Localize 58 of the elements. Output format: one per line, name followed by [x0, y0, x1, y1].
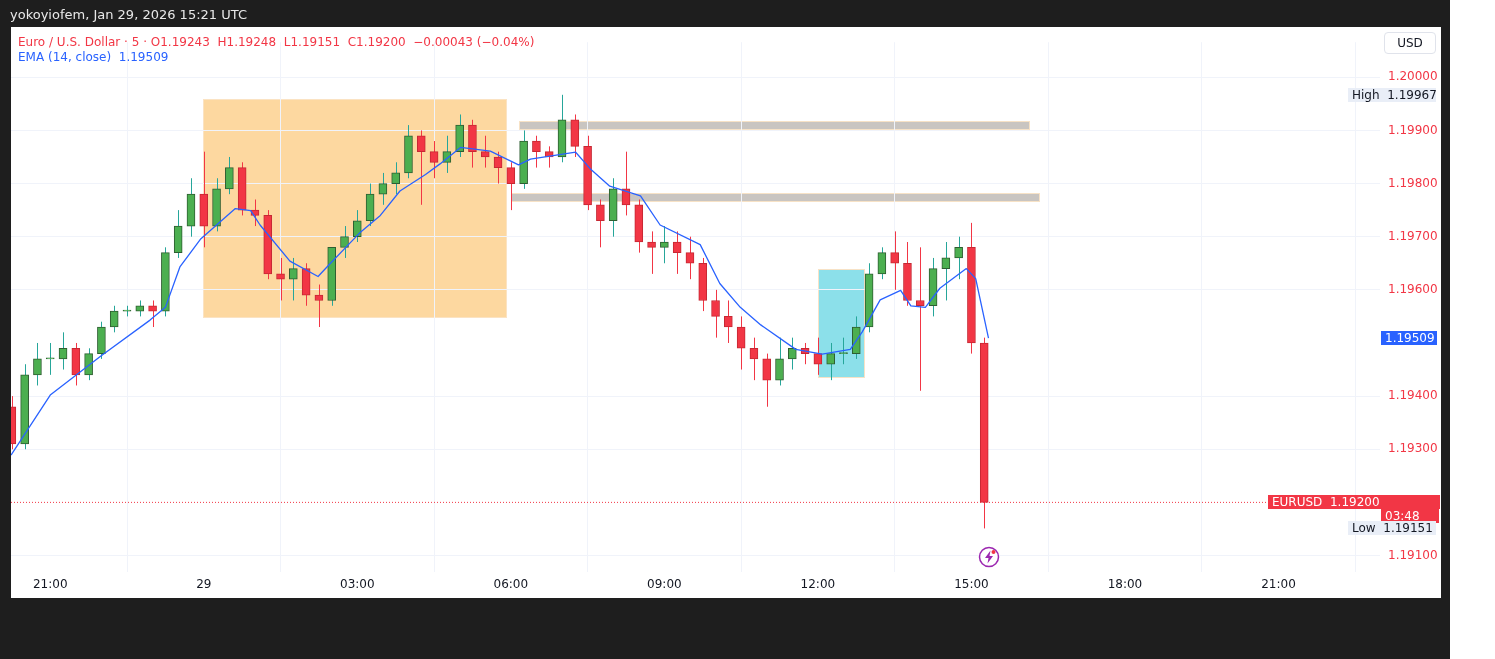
y-tick-label: 1.19700 [1388, 228, 1438, 243]
x-tick-label: 09:00 [647, 577, 682, 592]
y-tick-label: 1.19600 [1388, 281, 1438, 296]
x-tick-label: 21:00 [32, 577, 68, 592]
x-tick-label: 12:00 [800, 577, 836, 592]
price-tag: EURUSD 1.19200 [1268, 495, 1440, 510]
candlestick [915, 246, 925, 392]
price-tag: 1.19509 [1381, 331, 1437, 346]
y-tick-label: 1.19100 [1388, 547, 1438, 562]
x-tick-label: 18:00 [1107, 577, 1143, 592]
candlestick [289, 257, 298, 301]
x-tick-label: 29 [196, 577, 212, 592]
x-tick-label: 15:00 [954, 577, 989, 592]
candlestick [378, 172, 388, 206]
candlestick [148, 299, 157, 328]
y-tick-label: 1.20000 [1388, 69, 1438, 84]
candlestick [416, 129, 426, 206]
candlestick [225, 156, 234, 195]
annotation: 1.19509 [118, 50, 169, 64]
candlestick [33, 342, 42, 386]
candlestick [890, 230, 899, 291]
y-tick-label: 1.19800 [1388, 175, 1438, 190]
chart-title: Euro / U.S. Dollar · 5 · O1.19243 H1.19248 L1.19151 C1.19200 −0.00043 (−0.04%) [18, 35, 535, 49]
candlestick [762, 353, 772, 408]
y-tick-label: 1.19300 [1388, 441, 1438, 456]
text: yokoyiofem, Jan 29, 2026 15:21 UTC [10, 7, 247, 22]
y-tick-label: 1.19400 [1388, 388, 1438, 403]
candlestick [787, 337, 797, 371]
candlestick [429, 140, 439, 179]
candlestick [813, 337, 823, 376]
text: USD [1384, 32, 1436, 54]
candlestick [877, 246, 887, 280]
candlestick [314, 284, 324, 328]
x-tick-label: 21:00 [1261, 577, 1296, 592]
candlestick [724, 299, 733, 344]
candlestick [596, 198, 605, 248]
candlestick [276, 257, 285, 301]
candlestick [340, 225, 349, 259]
price-tag: Low 1.19151 [1348, 521, 1436, 536]
candlestick [391, 161, 401, 195]
candlestick [84, 347, 93, 381]
candlestick [109, 305, 119, 333]
candlestick [480, 135, 490, 169]
candlestick [954, 236, 963, 280]
candlestick [711, 289, 720, 339]
candlestick [826, 342, 836, 381]
candlestick [45, 342, 55, 376]
candlestick [532, 135, 541, 169]
candlestick [506, 161, 516, 211]
candlestick [685, 236, 695, 280]
x-tick-label: 03:00 [340, 577, 375, 592]
candlestick [647, 230, 656, 275]
candlestick [660, 225, 669, 264]
candlestick [736, 315, 746, 371]
x-tick-label: 06:00 [493, 577, 529, 592]
y-tick-label: 1.19900 [1388, 122, 1438, 137]
candlestick [352, 209, 362, 243]
text: EMA (14, close) [18, 50, 112, 64]
